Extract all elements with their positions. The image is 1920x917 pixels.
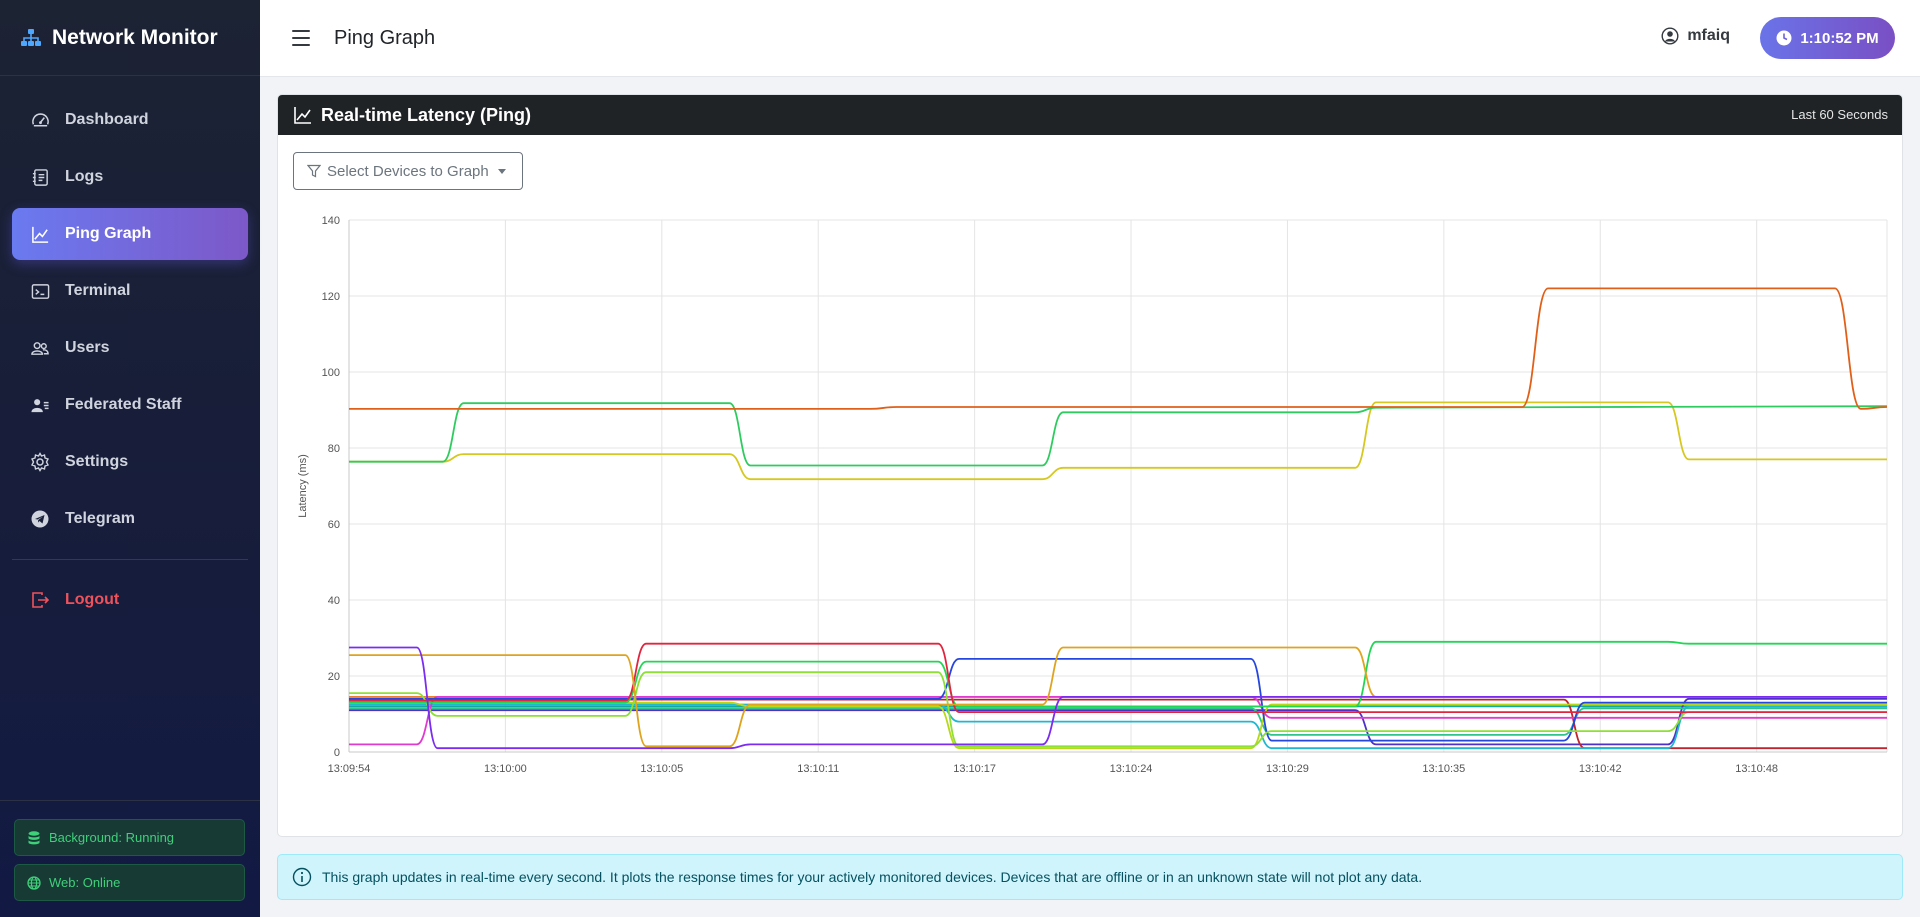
funnel-icon — [307, 164, 321, 178]
sitemap-icon — [21, 28, 41, 46]
series-line — [349, 658, 1887, 742]
status-badge-background: Background: Running — [14, 819, 245, 856]
speedometer-icon — [30, 110, 50, 130]
person-vcard-icon — [30, 395, 50, 415]
sidebar-item-settings[interactable]: Settings — [12, 436, 248, 488]
graph-up-icon — [30, 224, 50, 244]
sidebar-item-label: Federated Staff — [65, 396, 182, 413]
series-line — [349, 697, 1887, 746]
topbar: Ping Graph mfaiq 1:10:52 PM — [260, 0, 1920, 77]
gear-icon — [30, 452, 50, 472]
username: mfaiq — [1687, 27, 1730, 44]
graph-up-icon — [294, 107, 311, 124]
y-tick-label: 140 — [322, 215, 340, 227]
series-line — [348, 701, 1887, 750]
latency-chart: 0 20 40 60 80 100 120 140 13:09:54 13:10:00 13:10:… — [278, 200, 1902, 836]
sidebar-item-telegram[interactable]: Telegram — [12, 493, 248, 545]
page-title: Ping Graph — [334, 26, 436, 49]
series-line — [349, 671, 1887, 748]
y-tick-label: 120 — [322, 291, 340, 303]
logout-icon — [30, 590, 50, 610]
sidebar-item-dashboard[interactable]: Dashboard — [12, 94, 248, 146]
card-title: Real-time Latency (Ping) — [321, 104, 532, 125]
clock-time: 1:10:52 PM — [1800, 29, 1879, 47]
sidebar-item-users[interactable]: Users — [12, 322, 248, 374]
user-menu[interactable]: mfaiq — [1661, 27, 1730, 45]
clock-icon — [1776, 30, 1792, 46]
people-icon — [30, 338, 50, 358]
x-tick-label: 13:10:11 — [797, 763, 839, 775]
x-tick-label: 13:10:35 — [1422, 763, 1465, 775]
clock-badge: 1:10:52 PM — [1760, 17, 1895, 59]
series-line — [348, 402, 1888, 467]
x-tick-label: 13:10:29 — [1266, 763, 1309, 775]
telegram-icon — [30, 509, 50, 529]
app-title: Network Monitor — [52, 25, 218, 49]
series-line — [349, 707, 1887, 736]
series-line — [349, 695, 1887, 746]
sidebar: Network Monitor Dashboard Logs Ping Grap… — [0, 0, 260, 917]
x-tick-label: 13:09:54 — [328, 763, 371, 775]
series-line — [349, 642, 1887, 714]
info-alert: This graph updates in real-time every se… — [277, 854, 1903, 900]
sidebar-item-federated-staff[interactable]: Federated Staff — [12, 379, 248, 431]
x-tick-label: 13:10:00 — [484, 763, 527, 775]
x-tick-label: 13:10:05 — [640, 763, 683, 775]
menu-toggle-icon[interactable] — [292, 30, 310, 46]
globe-icon — [27, 875, 41, 890]
y-tick-label: 0 — [334, 747, 340, 759]
journal-icon — [30, 167, 50, 187]
device-filter-label: Select Devices to Graph — [327, 162, 489, 180]
sidebar-item-label: Dashboard — [65, 111, 149, 128]
y-tick-label: 60 — [328, 519, 340, 531]
status-background-text: Background: Running — [49, 830, 175, 845]
chevron-down-icon — [497, 168, 506, 174]
sidebar-item-label: Settings — [65, 453, 129, 470]
sidebar-item-label: Users — [65, 339, 110, 356]
y-tick-label: 40 — [328, 595, 340, 607]
device-filter-dropdown[interactable]: Select Devices to Graph — [293, 152, 523, 190]
y-tick-label: 20 — [328, 671, 340, 683]
x-tick-label: 13:10:24 — [1110, 763, 1153, 775]
card-header: Real-time Latency (Ping) Last 60 Seconds — [278, 95, 1902, 135]
sidebar-item-logs[interactable]: Logs — [12, 151, 248, 203]
database-icon — [27, 830, 41, 845]
brand[interactable]: Network Monitor — [0, 0, 260, 76]
sidebar-item-label: Ping Graph — [65, 225, 152, 242]
x-tick-label: 13:10:17 — [953, 763, 996, 775]
sidebar-item-label: Telegram — [65, 510, 135, 527]
terminal-icon — [30, 281, 50, 301]
status-badge-web: Web: Online — [14, 864, 245, 901]
sidebar-item-ping-graph[interactable]: Ping Graph — [12, 208, 248, 260]
ping-graph-card: Real-time Latency (Ping) Last 60 Seconds… — [277, 94, 1903, 837]
info-text: This graph updates in real-time every se… — [322, 869, 1423, 885]
user-circle-icon — [1661, 27, 1679, 45]
sidebar-item-label: Terminal — [65, 282, 131, 299]
nav-divider — [12, 559, 248, 560]
latency-chart-svg: 0 20 40 60 80 100 120 140 13:09:54 13:10:00 13:10:… — [297, 215, 1888, 775]
series-line — [349, 287, 1888, 410]
status-web-text: Web: Online — [49, 875, 121, 890]
time-window-label: Last 60 Seconds — [1791, 107, 1888, 122]
x-tick-label: 13:10:48 — [1735, 763, 1778, 775]
series-line — [349, 646, 1887, 750]
y-axis-title: Latency (ms) — [297, 454, 309, 518]
sidebar-item-label: Logs — [65, 168, 104, 185]
series-line — [348, 401, 1887, 481]
sidebar-footer-divider — [0, 800, 260, 801]
y-tick-label: 100 — [322, 367, 340, 379]
sidebar-item-terminal[interactable]: Terminal — [12, 265, 248, 317]
x-tick-label: 13:10:42 — [1579, 763, 1622, 775]
info-circle-icon — [292, 867, 312, 887]
sidebar-nav: Dashboard Logs Ping Graph Terminal Users — [0, 76, 260, 626]
y-tick-label: 80 — [328, 443, 340, 455]
logout-button[interactable]: Logout — [12, 574, 248, 626]
logout-label: Logout — [65, 591, 120, 608]
